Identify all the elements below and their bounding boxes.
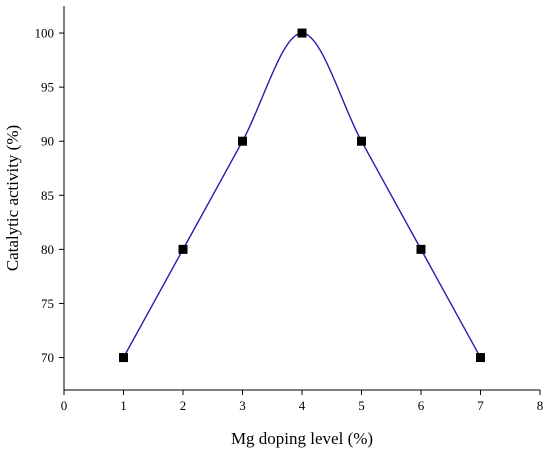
x-tick-label: 2 [180, 398, 187, 413]
y-tick-label: 90 [41, 134, 54, 149]
x-ticks: 0 1 2 3 4 5 6 7 8 [61, 390, 544, 413]
axes-frame [63, 6, 540, 391]
x-tick-label: 4 [299, 398, 306, 413]
series-markers [119, 28, 485, 363]
y-ticks: 70 75 80 85 90 95 100 [35, 26, 64, 365]
x-tick-label: 5 [358, 398, 365, 413]
x-tick-label: 8 [537, 398, 544, 413]
data-point [416, 244, 426, 254]
x-tick-label: 7 [477, 398, 484, 413]
x-tick-label: 6 [418, 398, 425, 413]
x-axis-title: Mg doping level (%) [231, 429, 373, 448]
x-tick-label: 1 [120, 398, 127, 413]
series-curve [122, 32, 482, 358]
y-tick-label: 80 [41, 242, 54, 257]
data-point [297, 28, 307, 38]
data-point [238, 136, 247, 146]
data-point [357, 136, 366, 146]
x-tick-label: 0 [61, 398, 68, 413]
y-axis-title: Catalytic activity (%) [3, 125, 22, 271]
data-point [119, 353, 128, 363]
data-point [178, 244, 188, 254]
y-tick-label: 100 [35, 26, 55, 41]
y-tick-label: 75 [41, 296, 54, 311]
data-point [476, 353, 485, 363]
y-tick-label: 70 [41, 350, 54, 365]
x-tick-label: 3 [239, 398, 246, 413]
y-tick-label: 95 [41, 80, 54, 95]
y-tick-label: 85 [41, 188, 54, 203]
